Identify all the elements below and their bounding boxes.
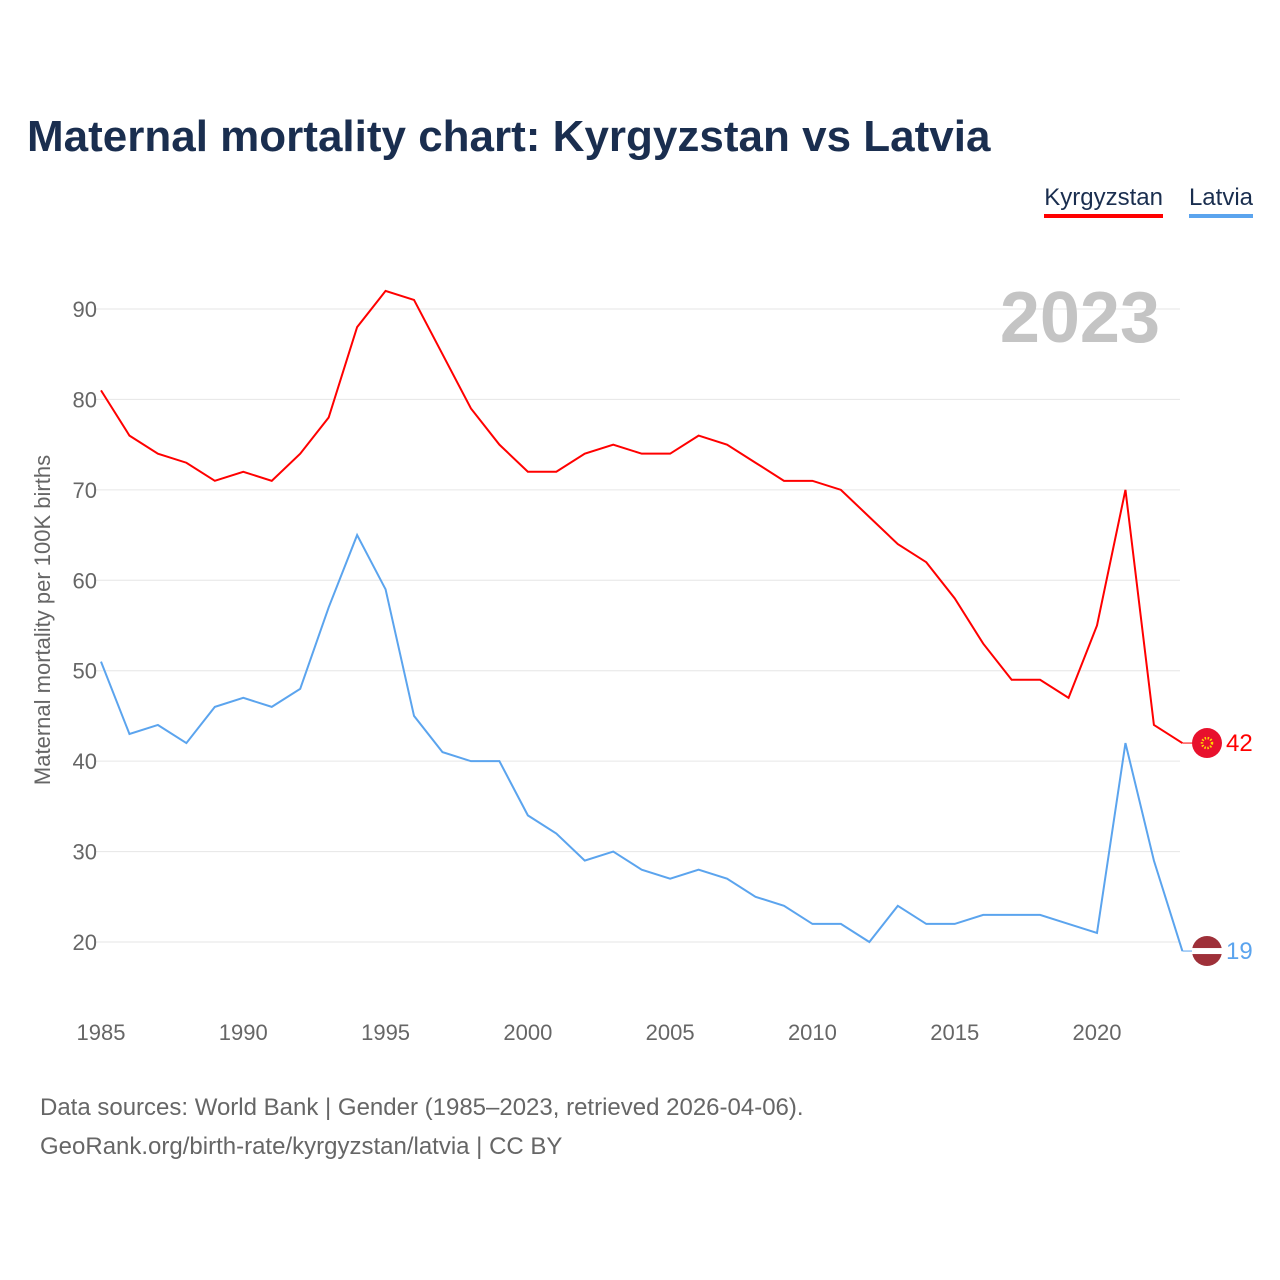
x-tick-label: 2010 [788,1020,837,1045]
source-line-2: GeoRank.org/birth-rate/kyrgyzstan/latvia… [40,1133,563,1160]
series-line-latvia [100,532,1184,952]
y-axis-label: Maternal mortality per 100K births [30,455,55,785]
flag-stripe [1192,948,1222,955]
legend-kyrgyzstan[interactable]: Kyrgyzstan [1044,184,1163,218]
line-chart: 20 30 40 50 60 70 80 90 1985 1990 1995 2000 2005 2010… [30,278,1253,1045]
y-tick-label: 50 [73,659,97,684]
y-tick-label: 30 [73,840,97,865]
year-label: 2023 [1000,278,1160,358]
end-value-label: 19 [1226,938,1253,965]
y-tick-label: 70 [73,478,97,503]
end-value-label: 42 [1226,730,1253,757]
series-line-kyrgyzstan [100,289,1183,744]
x-tick-label: 2005 [646,1020,695,1045]
legend-latvia[interactable]: Latvia [1188,184,1253,218]
y-tick-label: 20 [73,930,97,955]
x-tick-label: 1990 [219,1020,268,1045]
chart-title: Maternal mortality chart: Kyrgyzstan vs … [27,112,991,161]
x-tick-label: 2015 [930,1020,979,1045]
x-tick-label: 1995 [361,1020,410,1045]
x-tick-label: 2000 [503,1020,552,1045]
y-tick-label: 90 [73,297,97,322]
x-tick-label: 1985 [77,1020,126,1045]
source-note: Data sources: World Bank | Gender (1985–… [40,1088,804,1166]
flag-sun-icon [1200,736,1214,750]
source-line-1: Data sources: World Bank | Gender (1985–… [40,1094,804,1121]
kyrgyzstan-flag-icon [1192,728,1222,759]
y-tick-label: 40 [73,749,97,774]
x-tick-label: 2020 [1073,1020,1122,1045]
y-tick-label: 60 [73,568,97,593]
y-tick-label: 80 [73,387,97,412]
